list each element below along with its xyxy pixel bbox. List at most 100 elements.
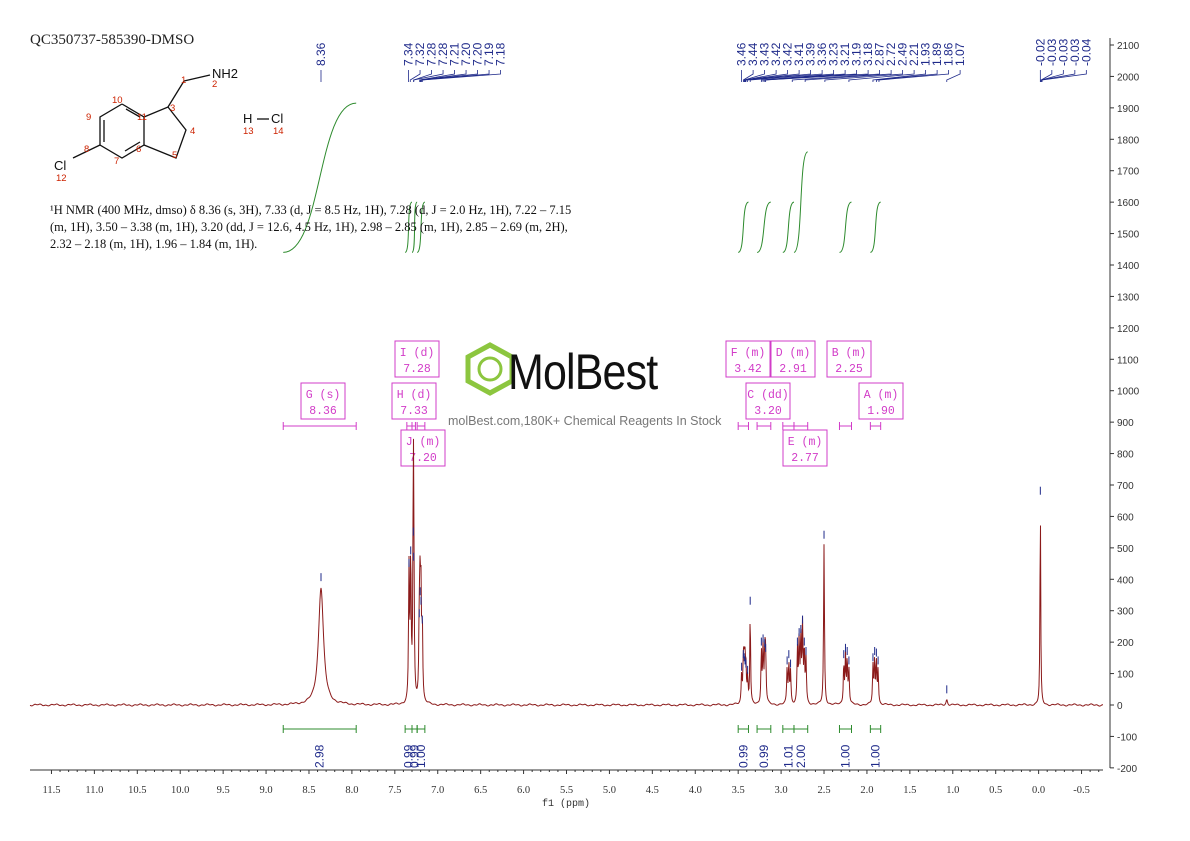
integral-value: 1.01 [781,744,795,768]
atom-number: 8 [84,144,89,155]
multiplet-multiplicity: (d) [411,389,432,402]
multiplet-box [782,429,828,467]
multiplet-box [858,382,904,420]
peak-label: 3.42 [781,42,795,66]
peak-label-leader [878,70,950,82]
peak-label-leader [1040,70,1076,82]
nmr-description-line: 2.32 – 2.18 (m, 1H), 1.96 – 1.84 (m, 1H)… [50,237,258,251]
atom-number: 2 [212,79,217,90]
axes-group: 11.5 11.0 10.5 10.0 9.5 9.0 8.5 8.0 7.5 7.0 6.5 6.0… [30,38,1140,810]
x-tick-label: 6.5 [474,785,487,796]
integral-curve [411,201,418,253]
integral-curve [838,201,852,253]
atom-number: 3 [170,103,175,114]
integral-curve [416,201,426,253]
y-tick-label: 1900 [1117,104,1140,115]
peak-label-group: 8.36 7.347.327.287.287.217.207.207.197.18… [314,38,1093,82]
peak-label-leader [1041,70,1087,82]
peak-label: 3.42 [769,42,783,66]
watermark-text: molBest.com,180K+ Chemical Reagents In S… [448,414,722,428]
integral-value: 2.00 [794,744,808,768]
peak-label-leader [760,70,835,82]
integral-curve [737,201,749,253]
peak-label: -0.03 [1056,38,1070,66]
y-tick-label: 2000 [1117,72,1140,83]
atom-label-hcl-cl: Cl [271,111,283,126]
y-tick-label: 800 [1117,450,1134,461]
atom-number: 14 [273,126,284,137]
x-tick-label: 4.0 [689,785,702,796]
x-tick-label: 8.5 [302,785,315,796]
peak-label: 3.18 [861,42,875,66]
atom-number: 13 [243,126,254,137]
peak-label-leader [872,70,927,82]
integral-bars: 2.98 0.990.991.00 0.99 0.99 1.012.00 1.00 1.00 [282,725,883,768]
x-tick-label: 0.5 [989,785,1002,796]
peak-label: 2.72 [884,42,898,66]
integral-curve [283,102,357,253]
x-tick-label: 1.5 [903,785,916,796]
peak-label: -0.03 [1068,38,1082,66]
x-tick-label: 3.0 [775,785,788,796]
spectrum-trace-group [29,438,1103,707]
multiplet-label: F (m) [731,347,766,360]
y-tick-label: 1300 [1117,292,1140,303]
y-tick-label: 1500 [1117,230,1140,241]
y-tick-label: 1100 [1117,355,1139,366]
peak-label-leader [946,70,961,82]
y-tick-label: 600 [1117,512,1134,523]
multiplet-letter: H [397,389,404,402]
x-tick-label: 4.5 [646,785,659,796]
peak-label-leader [745,70,800,82]
sample-id: QC350737-585390-DMSO [30,32,195,48]
peak-label-leader [848,70,915,82]
peak-label: 2.21 [907,42,921,66]
multiplet-shift: 3.42 [734,363,762,376]
multiplet-letter: I [400,347,407,360]
peak-label: 3.43 [758,42,772,66]
y-tick-label: 200 [1117,638,1134,649]
multiplet-multiplicity: (m) [802,436,823,449]
peak-label: 7.34 [402,42,416,66]
y-tick-label: 0 [1117,701,1123,712]
multiplet-shift: 7.28 [403,363,431,376]
multiplet-shift: 1.90 [867,405,895,418]
multiplet-multiplicity: (m) [790,347,811,360]
multiplet-multiplicity: (m) [846,347,867,360]
peak-label: 7.20 [471,42,485,66]
atom-number: 10 [112,95,123,106]
y-tick-label: 400 [1117,575,1134,586]
peak-label-leader [765,70,869,82]
y-tick-label: 1800 [1117,135,1140,146]
integral-curve [793,151,809,253]
peak-label-leader [743,70,766,82]
x-tick-label: 7.0 [431,785,444,796]
y-tick-label: 300 [1117,607,1134,618]
peak-label-leader [413,70,444,82]
integral-value: 1.00 [869,744,883,768]
multiplet-shift: 2.77 [791,452,819,465]
multiplet-multiplicity: (m) [878,389,899,402]
atom-label-cl: Cl [54,158,66,173]
peak-label: 7.20 [459,42,473,66]
x-tick-label: 10.5 [128,785,146,796]
peak-label-leader [421,70,501,82]
atom-label-h: H [243,111,252,126]
integral-value: 1.00 [414,744,428,768]
integral-value: 0.99 [736,744,750,768]
multiplet-label: B (m) [832,347,867,360]
multiplet-letter: A [864,389,871,402]
nmr-description: ¹H NMR (400 MHz, dmso) δ 8.36 (s, 3H), 7… [50,202,610,253]
peak-label-leader [744,70,789,82]
atom-number: 11 [137,112,147,123]
multiplet-shift: 8.36 [309,405,337,418]
peak-label-leader [875,70,938,82]
peak-label-leader [824,70,904,82]
peak-label-leader [791,70,881,82]
integral-curve [756,201,772,253]
multiplet-box [300,382,346,420]
x-tick-label: 11.5 [42,785,60,796]
peak-label: 7.28 [425,42,439,66]
y-tick-label: 1200 [1117,324,1140,335]
y-tick-label: 1600 [1117,198,1140,209]
